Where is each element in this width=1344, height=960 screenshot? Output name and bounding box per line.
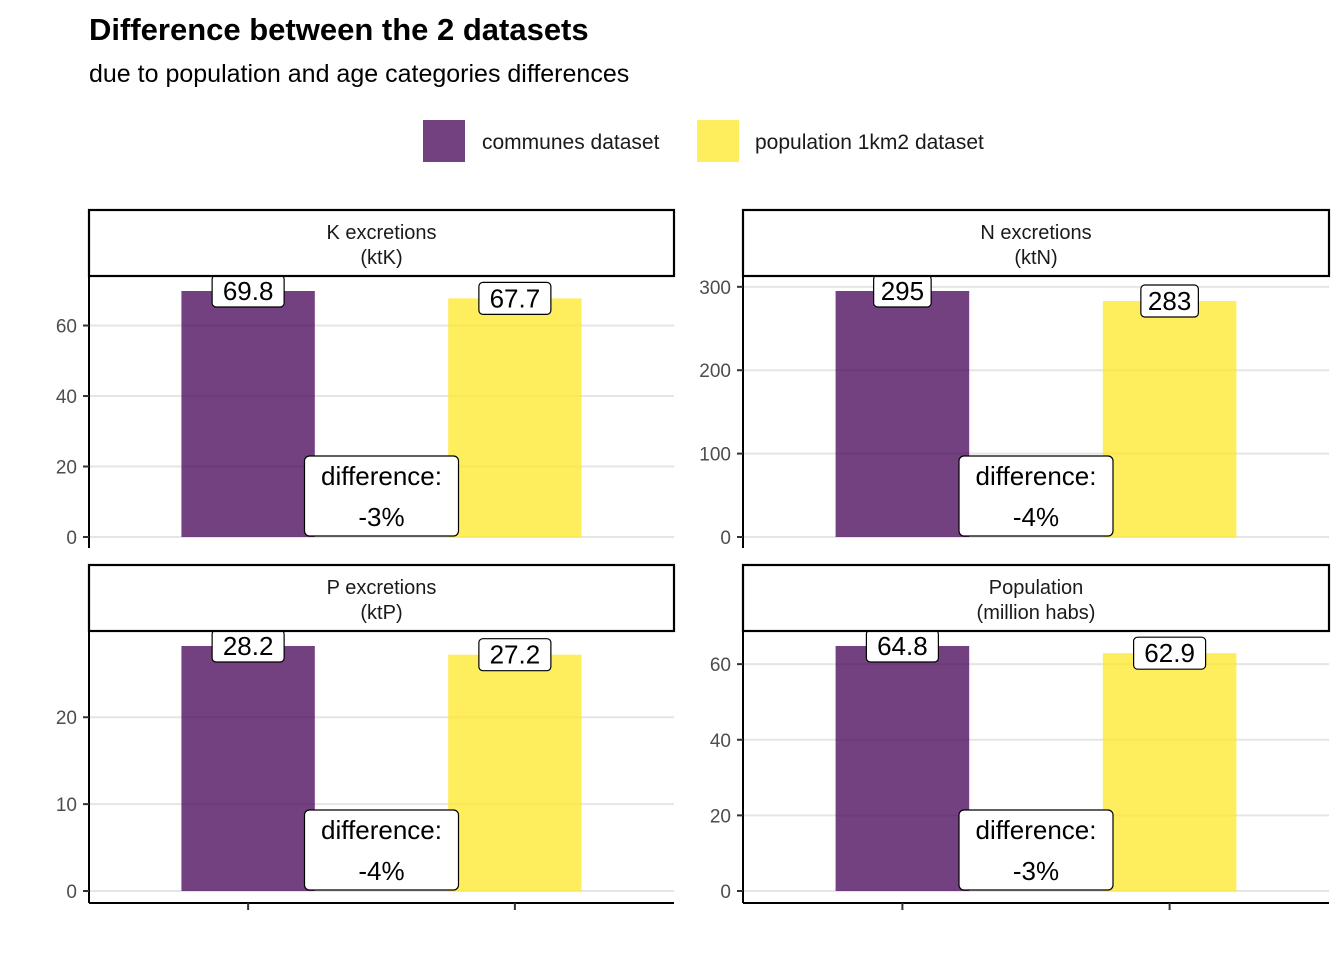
y-tick-label: 0 xyxy=(720,528,731,549)
y-tick-label: 0 xyxy=(720,882,731,903)
y-tick-label: 0 xyxy=(66,528,77,549)
y-tick-label: 40 xyxy=(710,731,731,752)
y-tick-label: 20 xyxy=(56,708,77,729)
difference-box xyxy=(303,455,460,537)
value-label: 64.8 xyxy=(877,631,928,661)
y-tick-label: 0 xyxy=(66,882,77,903)
chart-title: Difference between the 2 datasets xyxy=(89,12,589,47)
legend-label-communes: communes dataset xyxy=(482,131,660,154)
value-label: 67.7 xyxy=(490,283,541,313)
facet-strip xyxy=(741,563,1331,633)
bar-communes xyxy=(181,646,315,891)
value-label: 69.8 xyxy=(223,276,274,306)
facet-panels: 0 20 40 60 69.8 67.7 difference: -3% K excretion… xyxy=(56,208,1331,910)
legend-label-population-1km2: population 1km2 dataset xyxy=(755,131,984,154)
difference-label: difference: xyxy=(976,815,1097,845)
facet-strip-unit: (ktK) xyxy=(360,247,402,269)
value-label: 283 xyxy=(1148,286,1191,316)
value-label-box xyxy=(1140,284,1199,318)
difference-value: -3% xyxy=(1013,856,1059,886)
value-label: 62.9 xyxy=(1144,638,1195,668)
difference-value: -3% xyxy=(358,502,404,532)
value-label-box xyxy=(478,281,552,316)
y-tick-label: 60 xyxy=(710,655,731,676)
y-tick-label: 200 xyxy=(699,361,731,382)
bar-population-1km2 xyxy=(448,298,582,537)
y-tick-label: 100 xyxy=(699,445,731,466)
difference-box xyxy=(958,809,1114,891)
facet-strip-unit: (ktP) xyxy=(360,602,402,624)
facet-panel-bottom-left: 0 10 20 28.2 27.2 difference: -4% P excretions (… xyxy=(56,563,676,910)
facet-strip-title: K excretions xyxy=(326,222,436,244)
difference-box xyxy=(303,809,460,891)
facet-strip-title: N excretions xyxy=(980,222,1091,244)
value-label: 295 xyxy=(881,276,924,306)
y-tick-label: 10 xyxy=(56,795,77,816)
legend: communes dataset population 1km2 dataset xyxy=(423,120,984,162)
facet-strip xyxy=(741,208,1331,278)
y-tick-label: 20 xyxy=(56,458,77,479)
difference-label: difference: xyxy=(321,815,442,845)
y-tick-label: 40 xyxy=(56,387,77,408)
bar-communes xyxy=(835,291,970,537)
bar-population-1km2 xyxy=(1102,653,1237,891)
value-label: 27.2 xyxy=(490,640,541,670)
difference-value: -4% xyxy=(1013,502,1059,532)
facet-strip-unit: (ktN) xyxy=(1014,247,1057,269)
difference-label: difference: xyxy=(976,461,1097,491)
facet-panel-top-left: 0 20 40 60 69.8 67.7 difference: -3% K excretion… xyxy=(56,208,676,549)
legend-key-communes xyxy=(423,120,465,162)
y-tick-label: 300 xyxy=(699,278,731,299)
value-label-box xyxy=(1133,636,1207,670)
facet-strip-title: Population xyxy=(989,577,1084,599)
y-tick-label: 60 xyxy=(56,317,77,338)
difference-box xyxy=(958,455,1114,537)
facet-panel-bottom-right: 0 20 40 60 64.8 62.9 difference: -3% Population (… xyxy=(710,563,1331,910)
bar-communes xyxy=(835,646,970,891)
facet-strip xyxy=(87,208,676,278)
chart-subtitle: due to population and age categories dif… xyxy=(89,60,629,88)
bar-population-1km2 xyxy=(448,654,582,891)
bar-population-1km2 xyxy=(1102,301,1237,537)
difference-value: -4% xyxy=(358,856,404,886)
value-label-box xyxy=(478,638,552,672)
facet-strip xyxy=(87,563,676,633)
legend-key-population-1km2 xyxy=(697,120,739,162)
facet-strip-title: P excretions xyxy=(327,577,437,599)
value-label: 28.2 xyxy=(223,631,274,661)
difference-label: difference: xyxy=(321,461,442,491)
bar-communes xyxy=(181,291,315,537)
facet-strip-unit: (million habs) xyxy=(977,602,1096,624)
y-tick-label: 20 xyxy=(710,806,731,827)
facet-panel-top-right: 0 100 200 300 295 283 difference: -4% N excretio… xyxy=(699,208,1331,549)
